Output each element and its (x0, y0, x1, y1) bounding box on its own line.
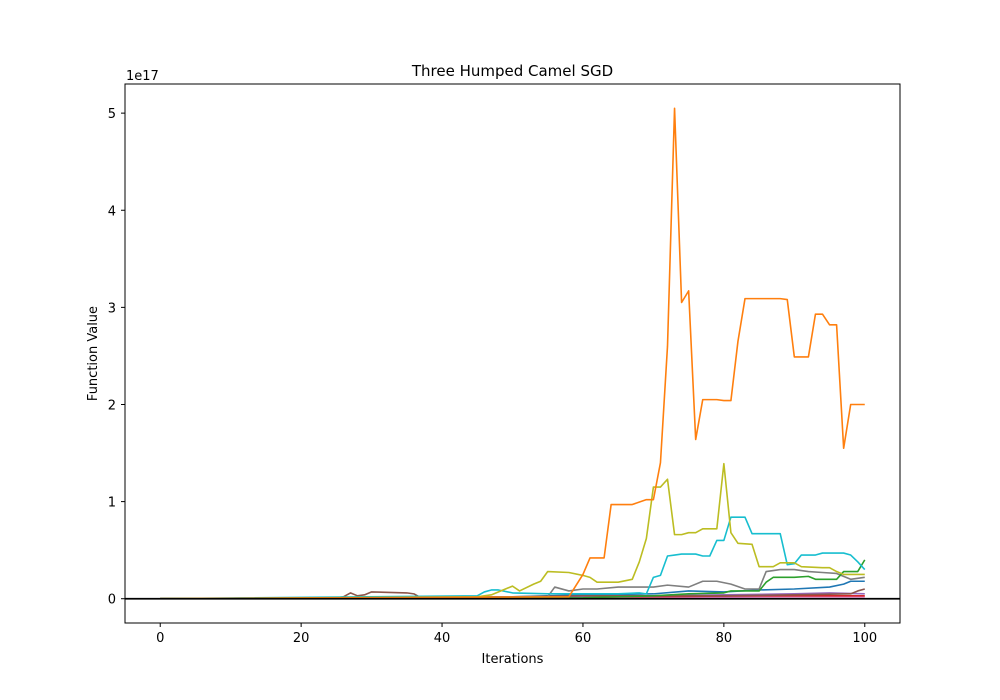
series-line-4 (160, 559, 866, 600)
x-tick-label: 80 (716, 631, 733, 646)
y-offset-text: 1e17 (126, 69, 159, 84)
x-axis-label: Iterations (482, 652, 544, 667)
y-tick-label: 2 (108, 398, 116, 413)
x-tick-label: 100 (852, 631, 877, 646)
y-axis-label: Function Value (86, 306, 101, 401)
series-line-5 (160, 568, 865, 600)
y-tick-label: 0 (108, 593, 116, 608)
plot-area-frame (124, 83, 901, 624)
y-tick-label: 5 (108, 107, 116, 122)
y-tick-label: 1 (108, 496, 116, 511)
x-axis: 0 20 40 60 80 100 (156, 623, 877, 646)
series-line-3 (160, 516, 866, 600)
y-axis: 0 1 2 3 4 5 (108, 107, 125, 608)
x-tick-label: 60 (575, 631, 592, 646)
chart-title: Three Humped Camel SGD (411, 62, 613, 80)
x-tick-label: 0 (156, 631, 164, 646)
x-tick-label: 20 (293, 631, 310, 646)
y-tick-label: 3 (108, 301, 116, 316)
series-line-2 (160, 462, 865, 600)
series-line-1 (160, 107, 865, 600)
series-layer (160, 107, 866, 600)
x-tick-label: 40 (434, 631, 451, 646)
y-tick-label: 4 (108, 204, 116, 219)
